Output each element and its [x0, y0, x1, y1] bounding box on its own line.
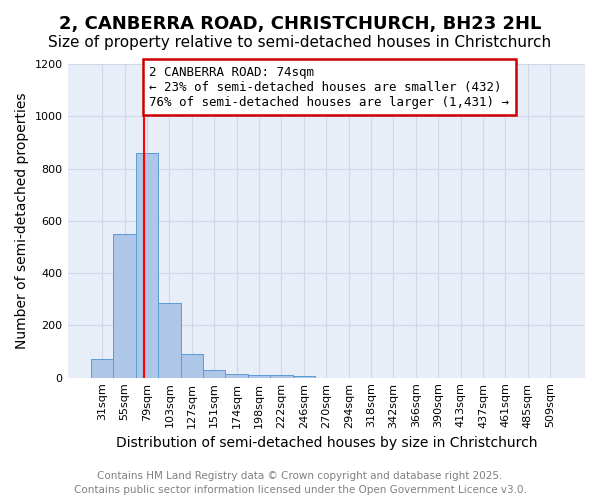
Bar: [203, 370, 226, 378]
Text: Contains HM Land Registry data © Crown copyright and database right 2025.
Contai: Contains HM Land Registry data © Crown c…: [74, 471, 526, 495]
Y-axis label: Number of semi-detached properties: Number of semi-detached properties: [15, 92, 29, 349]
Text: 2 CANBERRA ROAD: 74sqm
← 23% of semi-detached houses are smaller (432)
76% of se: 2 CANBERRA ROAD: 74sqm ← 23% of semi-det…: [149, 66, 509, 108]
Bar: [293, 376, 315, 378]
Bar: [158, 303, 181, 378]
Bar: [226, 374, 248, 378]
Text: 2, CANBERRA ROAD, CHRISTCHURCH, BH23 2HL: 2, CANBERRA ROAD, CHRISTCHURCH, BH23 2HL: [59, 15, 541, 33]
Bar: [248, 375, 270, 378]
Bar: [113, 234, 136, 378]
Text: Size of property relative to semi-detached houses in Christchurch: Size of property relative to semi-detach…: [49, 35, 551, 50]
Bar: [136, 153, 158, 378]
Bar: [181, 354, 203, 378]
Bar: [270, 375, 293, 378]
Bar: [91, 360, 113, 378]
X-axis label: Distribution of semi-detached houses by size in Christchurch: Distribution of semi-detached houses by …: [116, 436, 537, 450]
